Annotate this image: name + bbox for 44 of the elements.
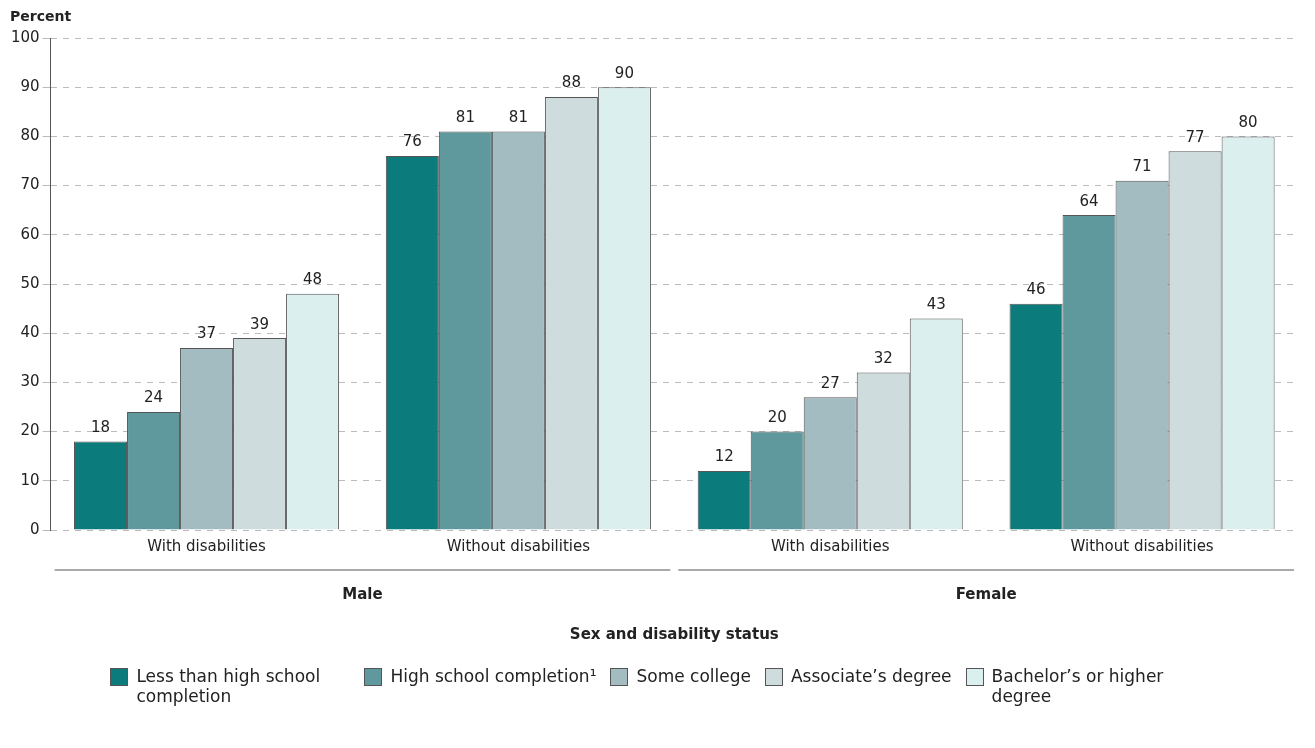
x-axis-title: Sex and disability status	[569, 624, 779, 643]
data-label: 27	[820, 373, 840, 392]
y-tick-label: 100	[10, 27, 40, 46]
text: Female	[955, 585, 1017, 604]
legend-label: Some college	[636, 666, 751, 686]
data-label: 80	[1238, 112, 1258, 131]
data-label: 64	[1079, 191, 1099, 210]
y-tick-label: 40	[20, 323, 40, 342]
x-tick-label: With disabilities	[770, 536, 890, 555]
data-label: 90	[614, 63, 634, 82]
y-tick-label: 10	[20, 470, 40, 489]
data-label: 20	[767, 407, 787, 426]
y-tick-label: 60	[20, 224, 40, 243]
y-tick-label: 90	[20, 77, 40, 96]
data-label: 39	[250, 314, 270, 333]
data-label: 77	[1185, 127, 1205, 146]
y-tick-label: 30	[20, 372, 40, 391]
y-tick-label: 0	[30, 519, 40, 538]
legend-label: Less than high school completion	[136, 666, 322, 706]
legend-label: High school completion¹	[390, 666, 597, 686]
data-label: 43	[926, 294, 946, 313]
x-tick-label: Without disabilities	[446, 536, 591, 555]
x-tick-label: With disabilities	[147, 536, 267, 555]
data-label: 48	[303, 270, 323, 289]
data-label: 18	[90, 417, 111, 436]
x-tick-label: Without disabilities	[1070, 536, 1214, 555]
y-tick-label: 50	[20, 273, 40, 292]
y-tick-label: 80	[20, 126, 40, 145]
data-label: 81	[508, 107, 528, 126]
y-tick-label: 70	[20, 175, 40, 194]
data-label: 24	[143, 388, 164, 407]
data-label: 81	[455, 107, 475, 126]
y-axis-title: Percent	[10, 7, 72, 24]
legend-label: Associate’s degree	[790, 666, 952, 686]
y-tick-label: 20	[20, 421, 40, 440]
text: Male	[342, 585, 383, 604]
data-label: 37	[197, 324, 217, 343]
data-label: 46	[1026, 280, 1046, 299]
data-label: 88	[561, 73, 581, 92]
data-label: 71	[1132, 157, 1152, 176]
data-label: 32	[873, 348, 893, 367]
legend-label: Bachelor’s or higher degree	[991, 666, 1165, 706]
data-label: 76	[402, 132, 422, 151]
data-label: 12	[714, 447, 734, 466]
